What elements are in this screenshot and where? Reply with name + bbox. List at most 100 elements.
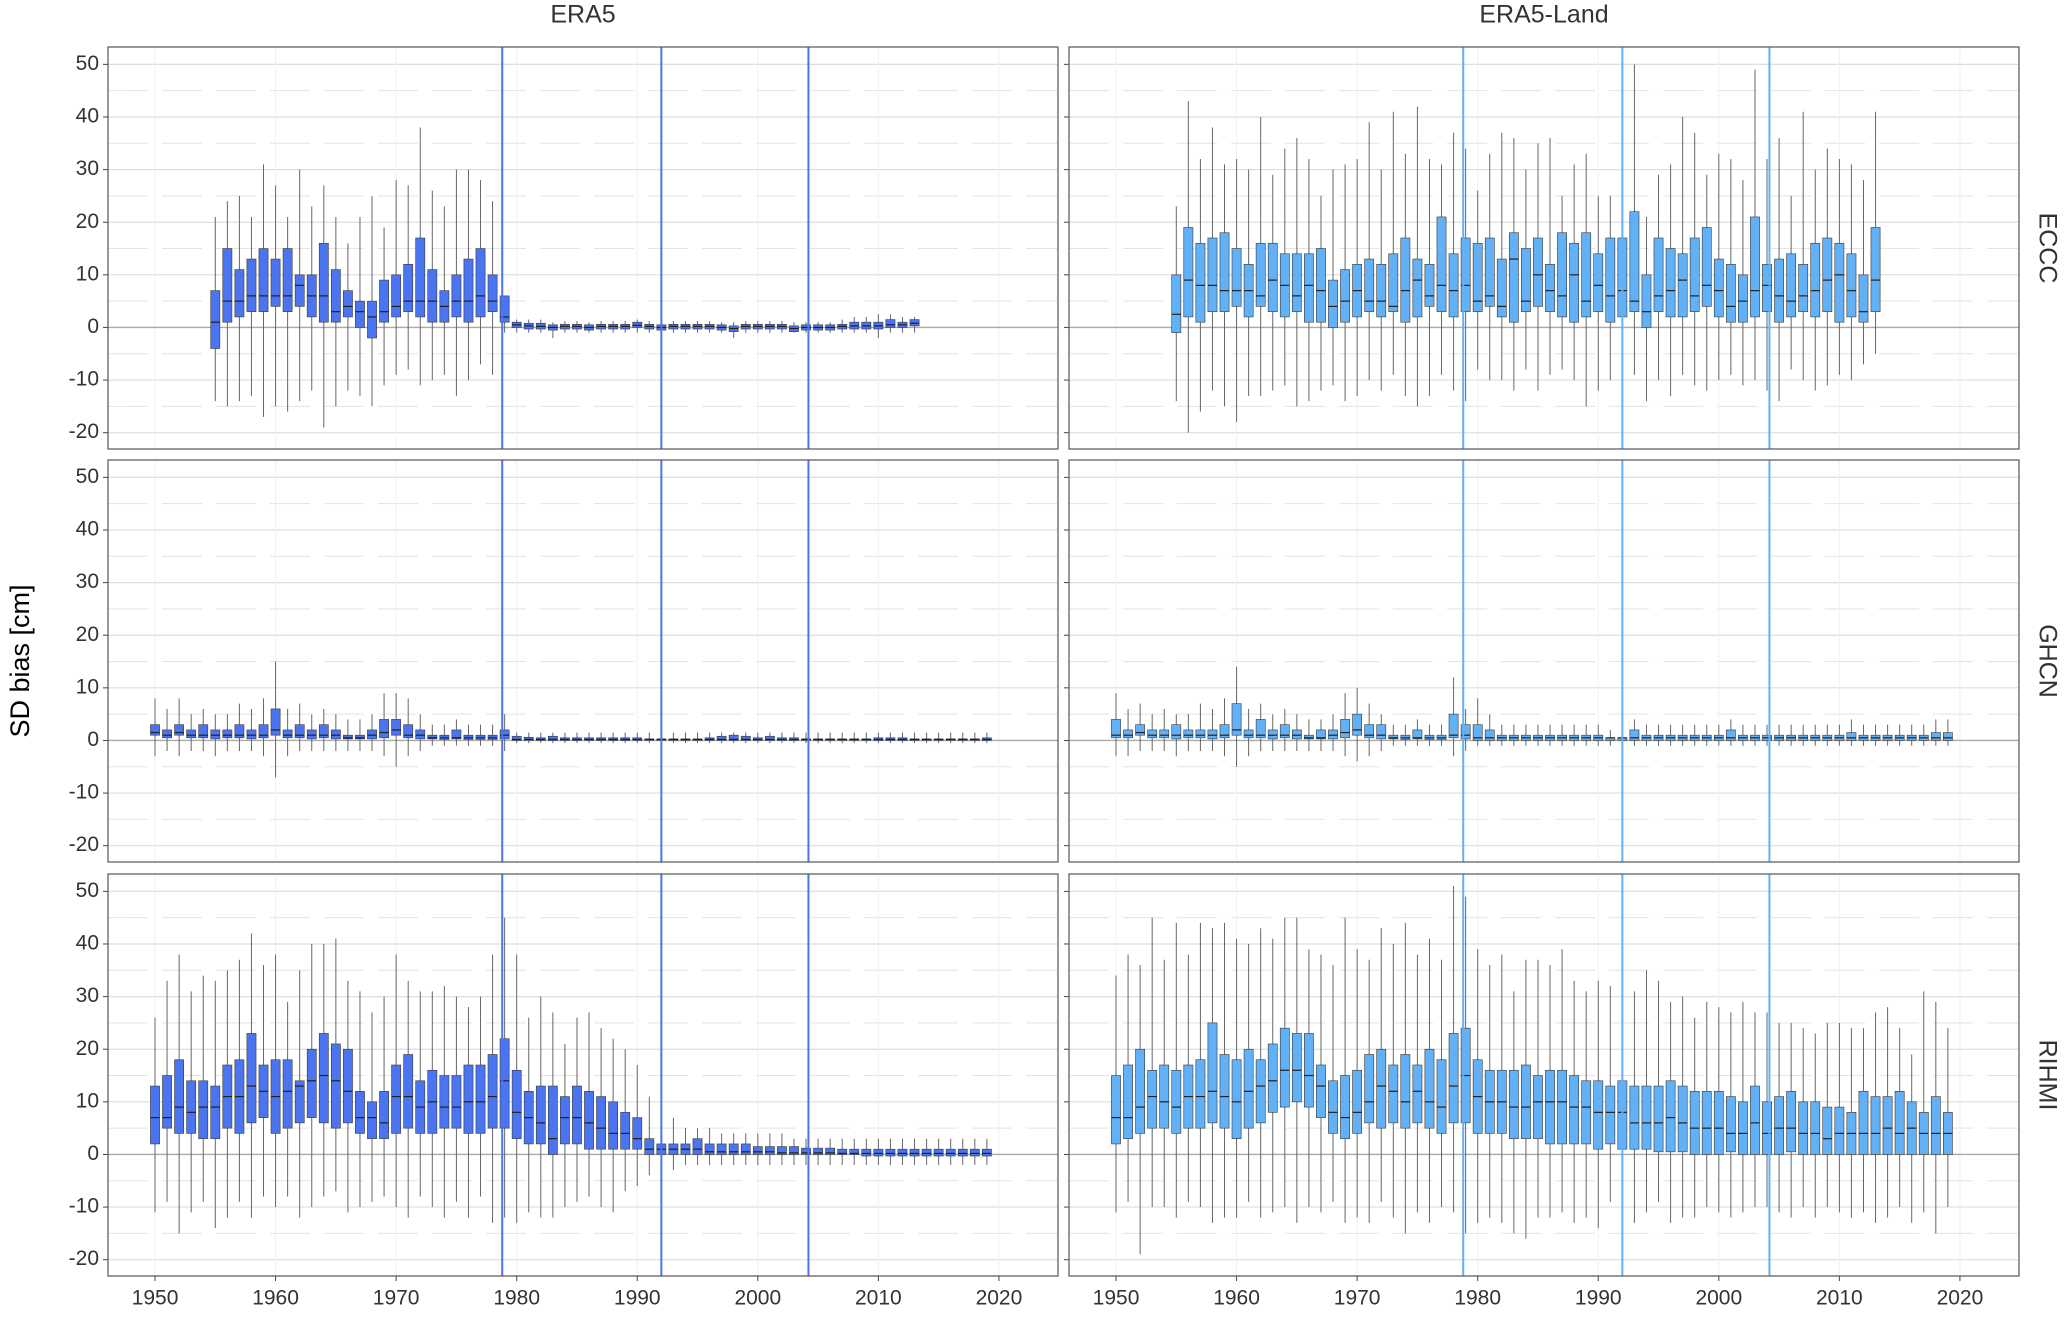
box bbox=[1111, 1075, 1121, 1145]
box bbox=[945, 1148, 956, 1157]
box bbox=[1219, 1054, 1230, 1129]
box bbox=[1304, 734, 1314, 740]
box bbox=[1653, 1085, 1664, 1153]
box bbox=[1870, 1096, 1881, 1155]
box bbox=[403, 264, 414, 312]
box bbox=[1267, 729, 1278, 740]
box bbox=[921, 1148, 932, 1157]
box bbox=[1798, 1101, 1809, 1155]
box bbox=[343, 290, 353, 318]
box bbox=[1858, 274, 1869, 323]
y-tick-label: 50 bbox=[76, 879, 99, 902]
panel-background bbox=[108, 460, 1058, 862]
box bbox=[1786, 1091, 1797, 1153]
box bbox=[1834, 242, 1845, 323]
box bbox=[391, 719, 402, 736]
box bbox=[764, 1146, 775, 1155]
box bbox=[1545, 264, 1555, 312]
box bbox=[1846, 732, 1857, 741]
x-tick-label: 1960 bbox=[252, 1287, 299, 1310]
box bbox=[499, 1038, 510, 1129]
box bbox=[1448, 713, 1459, 739]
box bbox=[1472, 242, 1483, 312]
box bbox=[1255, 1059, 1266, 1124]
box bbox=[343, 1048, 353, 1124]
box bbox=[560, 1096, 570, 1145]
box bbox=[1653, 237, 1664, 312]
box bbox=[475, 248, 486, 318]
box bbox=[282, 729, 293, 739]
box bbox=[415, 237, 426, 318]
box bbox=[1942, 732, 1953, 741]
y-axis-label: SD bias [cm] bbox=[5, 584, 35, 737]
box bbox=[1412, 258, 1423, 318]
box bbox=[1291, 729, 1302, 740]
box bbox=[1677, 253, 1688, 318]
x-tick-label: 2010 bbox=[855, 1287, 902, 1310]
box bbox=[1316, 248, 1326, 323]
box bbox=[1304, 1033, 1314, 1108]
box bbox=[1750, 1085, 1760, 1155]
box bbox=[1870, 227, 1881, 312]
box bbox=[1316, 729, 1326, 740]
x-tick-label: 1990 bbox=[614, 1287, 661, 1310]
box bbox=[475, 1064, 486, 1134]
box bbox=[933, 1148, 944, 1157]
box bbox=[1279, 1027, 1290, 1108]
box bbox=[740, 735, 751, 741]
box bbox=[764, 735, 775, 741]
box bbox=[801, 1147, 811, 1155]
box bbox=[1195, 729, 1206, 739]
box bbox=[198, 724, 209, 739]
box bbox=[355, 300, 365, 328]
box bbox=[150, 724, 160, 736]
box bbox=[1665, 1080, 1676, 1153]
box bbox=[511, 1069, 522, 1139]
box bbox=[1279, 724, 1290, 739]
row-header: ECCC bbox=[2033, 213, 2061, 284]
box bbox=[1689, 1091, 1700, 1155]
box bbox=[427, 734, 438, 740]
box bbox=[270, 258, 281, 307]
box bbox=[1798, 264, 1809, 312]
box bbox=[246, 1033, 257, 1124]
y-tick-label: 10 bbox=[76, 1089, 99, 1112]
x-tick-label: 2000 bbox=[734, 1287, 781, 1310]
box bbox=[1448, 1033, 1459, 1124]
box bbox=[849, 1148, 860, 1155]
x-tick-label: 1980 bbox=[493, 1287, 540, 1310]
box bbox=[873, 1148, 884, 1157]
box bbox=[162, 729, 172, 739]
box bbox=[981, 1148, 992, 1157]
box bbox=[1388, 253, 1399, 312]
box bbox=[330, 729, 341, 740]
box bbox=[1364, 258, 1375, 312]
box bbox=[1111, 719, 1121, 739]
y-tick-label: 10 bbox=[76, 262, 99, 285]
box bbox=[1255, 719, 1266, 739]
box bbox=[355, 734, 365, 740]
box bbox=[1545, 1069, 1555, 1145]
box bbox=[1231, 703, 1242, 736]
box bbox=[1629, 729, 1640, 741]
box bbox=[1496, 258, 1507, 318]
box bbox=[1135, 724, 1146, 736]
box bbox=[1171, 274, 1182, 334]
box bbox=[752, 1146, 763, 1155]
box bbox=[1183, 227, 1194, 318]
box bbox=[1629, 211, 1640, 312]
column-header: ERA5-Land bbox=[1479, 1, 1608, 29]
box bbox=[1569, 242, 1580, 323]
box bbox=[704, 1143, 715, 1155]
box bbox=[1822, 1106, 1833, 1155]
box bbox=[897, 1148, 908, 1157]
box bbox=[1207, 729, 1218, 740]
box bbox=[1858, 1091, 1869, 1155]
box bbox=[379, 719, 389, 739]
box bbox=[1762, 264, 1772, 312]
box bbox=[210, 729, 221, 740]
box bbox=[1521, 1064, 1531, 1139]
box bbox=[1484, 237, 1495, 307]
box bbox=[1123, 729, 1133, 739]
box bbox=[1304, 253, 1314, 323]
